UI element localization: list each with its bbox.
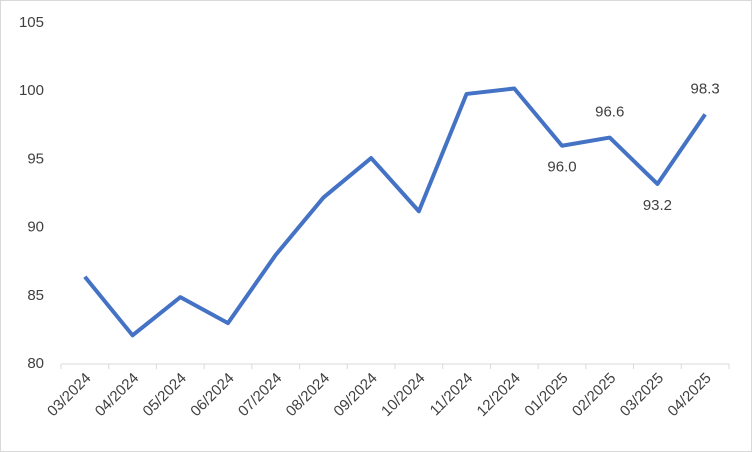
y-tick-label: 85 bbox=[27, 287, 44, 304]
y-tick-label: 100 bbox=[19, 82, 44, 99]
y-tick-label: 95 bbox=[27, 150, 44, 167]
line bbox=[83, 86, 707, 338]
data-label: 96.6 bbox=[595, 104, 624, 121]
y-tick-label: 105 bbox=[19, 14, 44, 31]
y-tick-label: 90 bbox=[27, 219, 44, 236]
data-label: 93.2 bbox=[643, 197, 672, 214]
data-label: 98.3 bbox=[691, 80, 720, 97]
data-label: 96.0 bbox=[547, 159, 576, 176]
y-tick-label: 80 bbox=[27, 355, 44, 372]
